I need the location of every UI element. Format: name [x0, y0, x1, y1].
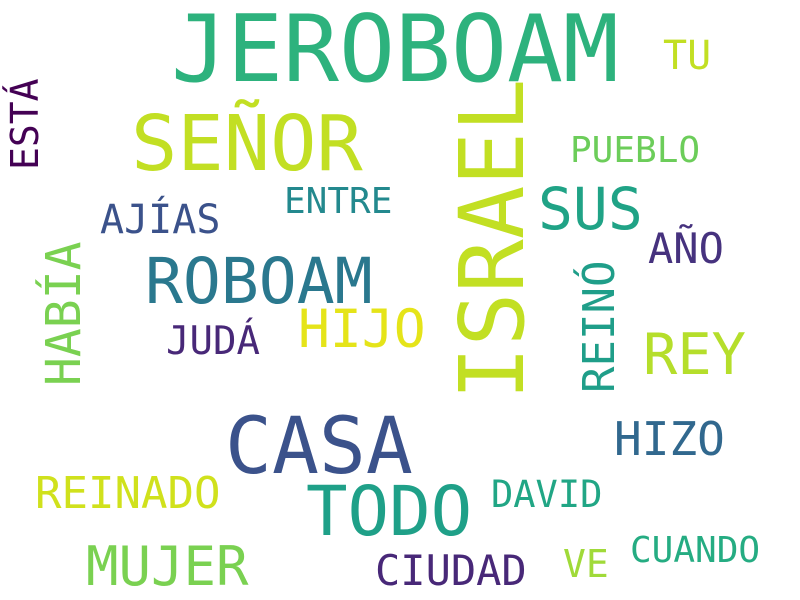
word-senor: SEÑOR	[131, 100, 363, 189]
word-roboam: ROBOAM	[145, 245, 373, 318]
word-pueblo: PUEBLO	[570, 130, 701, 171]
word-ve: VE	[563, 542, 609, 586]
word-habia: HABÍA	[36, 241, 92, 387]
word-rey: REY	[643, 322, 746, 388]
word-hijo: HIJO	[298, 299, 426, 360]
word-casa: CASA	[225, 402, 413, 492]
word-ajias: AJÍAS	[100, 197, 221, 243]
word-ciudad: CIUDAD	[375, 546, 527, 595]
word-sus: SUS	[538, 175, 643, 243]
word-todo: TODO	[306, 472, 473, 552]
word-mujer: MUJER	[86, 535, 249, 598]
word-ano: AÑO	[648, 224, 724, 273]
word-hizo: HIZO	[614, 412, 725, 466]
word-entre: ENTRE	[284, 181, 393, 222]
word-reinado: REINADO	[35, 468, 221, 519]
word-jeroboam: JEROBOAM	[171, 0, 619, 103]
word-david: DAVID	[491, 473, 603, 516]
word-juda: JUDÁ	[166, 319, 260, 364]
word-reino: REINÓ	[574, 260, 625, 393]
word-tu: TU	[663, 33, 712, 79]
word-cuando: CUANDO	[630, 530, 761, 571]
word-israel: ISRAEL	[440, 78, 544, 401]
word-esta: ESTÁ	[3, 78, 47, 170]
